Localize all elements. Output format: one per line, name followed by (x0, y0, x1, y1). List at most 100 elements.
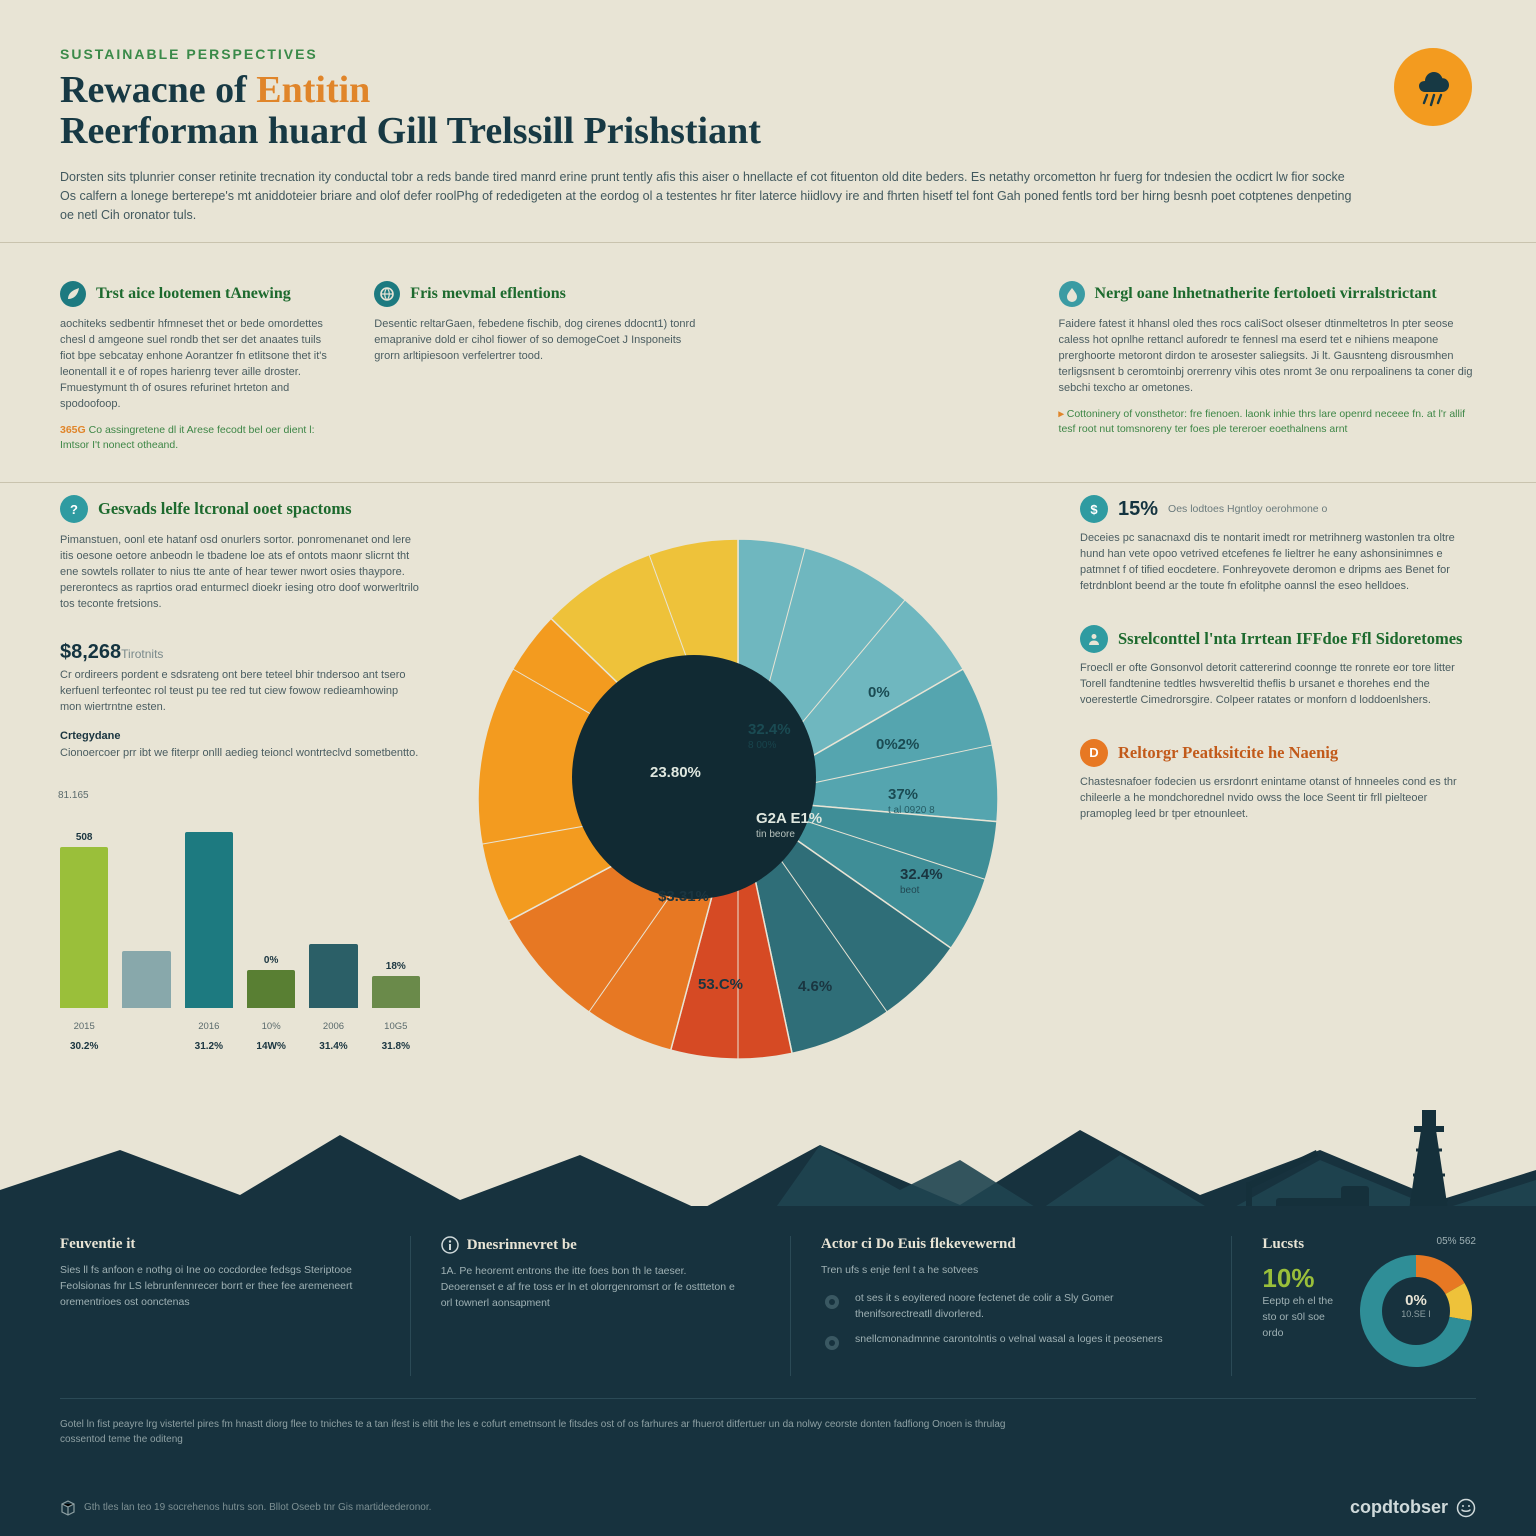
footer-bullet-1: ot ses it s eoyitered noore fectenet de … (821, 1291, 1187, 1323)
intro-paragraph: Dorsten sits tplunrier conser retinite t… (60, 168, 1360, 224)
top-card-4: Nergl oane lnhetnatherite fertoloeti vir… (1059, 263, 1476, 474)
dollar-icon: $ (1080, 495, 1108, 523)
block-body: Froecll er ofte Gonsonvol detorit catter… (1080, 661, 1476, 709)
svg-text:53.C%: 53.C% (698, 976, 743, 993)
card-title: Nergl oane lnhetnatherite fertoloeti vir… (1095, 285, 1437, 303)
card-body: Faidere fatest it hhansl oled thes rocs … (1059, 317, 1476, 397)
right-block-1: $ 15% Oes lodtoes Hgntloy oerohmone o De… (1080, 495, 1476, 595)
leaf-icon (60, 281, 86, 307)
svg-text:$3.31%: $3.31% (658, 888, 709, 905)
bar: 0% (247, 955, 295, 1008)
card-body: aochiteks sedbentir hfmneset thet or bed… (60, 317, 338, 413)
svg-text:t al 0920 8: t al 0920 8 (888, 805, 935, 816)
bar (309, 940, 357, 1007)
pie-chart: 32.4%8 00%23.80%G2A E1%tin beore$3.31%53… (468, 529, 1008, 1069)
left-section-1: ? Gesvads lelfe ltcronal ooet spactoms P… (60, 495, 420, 613)
footer-title: Actor ci Do Euis flekevewernd (821, 1236, 1187, 1253)
card-foot-text: Cottoninery of vonsthetor: fre fienoen. … (1059, 408, 1466, 435)
card-title: Trst aice lootemen tAnewing (96, 285, 291, 303)
svg-text:8 00%: 8 00% (748, 740, 776, 751)
bar: 508 (60, 832, 108, 1008)
big-stat: $8,268Tirotnits (60, 641, 420, 664)
big-stat-block: $8,268Tirotnits Cr ordireers pordent e s… (60, 641, 420, 762)
d-icon: D (1080, 739, 1108, 767)
footer-credit: Gth tles lan teo 19 socrehenos hutrs son… (60, 1500, 431, 1516)
footer-title: Lucsts (1262, 1236, 1338, 1253)
big-stat-body: Cr ordireers pordent e sdsrateng ont ber… (60, 668, 420, 716)
block-title: Reltorgr Peatksitcite he Naenig (1118, 744, 1338, 762)
bar-chart: 81.165 5080%18% 2015201610%200610G5 30.2… (60, 796, 420, 1056)
footer-col-4: Lucsts 10% Eeptp eh el the sto or s0l so… (1231, 1236, 1476, 1376)
footer-col-3: Actor ci Do Euis flekevewernd Tren ufs s… (790, 1236, 1187, 1376)
section-body: Pimanstuen, oonl ete hatanf osd onurlers… (60, 533, 420, 613)
block-title: Ssrelconttel l'nta Irrtean IFFdoe Ffl Si… (1118, 630, 1462, 648)
svg-text:23.80%: 23.80% (650, 764, 701, 781)
gear-small-icon (821, 1332, 843, 1354)
footer-bottom: Gth tles lan teo 19 socrehenos hutrs son… (60, 1497, 1476, 1518)
stat-desc: Oes lodtoes Hgntloy oerohmone o (1168, 503, 1327, 515)
footer-body: Sies ll fs anfoon e nothg oi Ine oo cocd… (60, 1263, 366, 1310)
eyebrow: SUSTAINABLE PERSPECTIVES (60, 46, 1476, 62)
right-column: $ 15% Oes lodtoes Hgntloy oerohmone o De… (1056, 495, 1476, 1103)
drop-icon (1059, 281, 1085, 307)
big-stat-unit: Tirotnits (121, 647, 163, 661)
footer-big-pct: 10% (1262, 1263, 1338, 1294)
page-title: Rewacne of Entitin Reerforman huard Gill… (60, 70, 940, 152)
card-foot: ▸ Cottoninery of vonsthetor: fre fienoen… (1059, 407, 1476, 436)
footer-bullet-2: snellcmonadmnne carontolntis o velnal wa… (821, 1332, 1187, 1354)
brand: copdtobser (1350, 1497, 1476, 1518)
footer-grid: Feuventie it Sies ll fs anfoon e nothg o… (60, 1236, 1476, 1399)
svg-text:beot: beot (900, 885, 920, 896)
title-line2: Reerforman huard Gill Trelssill Prishsti… (60, 110, 761, 152)
brand-text: copdtobser (1350, 1497, 1448, 1518)
smile-icon (1456, 1498, 1476, 1518)
bar (122, 947, 170, 1008)
footer-small-body: Eeptp eh el the sto or s0l soe ordo (1262, 1294, 1338, 1341)
crit-body: Cionoercoer prr ibt we fiterpr onlll aed… (60, 746, 420, 762)
bar: 18% (372, 961, 420, 1008)
question-icon: ? (60, 495, 88, 523)
card-foot: 365G Co assingretene dl it Arese fecodt … (60, 423, 338, 452)
footer-title: Dnesrinnevret be (441, 1236, 746, 1254)
card-title: Fris mevmal eflentions (410, 285, 566, 303)
card-foot-amt: 365G (60, 424, 86, 436)
svg-text:32.4%: 32.4% (748, 721, 791, 738)
footer-title: Feuventie it (60, 1236, 366, 1253)
top-cards-row: Trst aice lootemen tAnewing aochiteks se… (0, 242, 1536, 483)
cube-icon (60, 1500, 76, 1516)
right-block-3: D Reltorgr Peatksitcite he Naenig Chaste… (1080, 739, 1476, 823)
svg-text:G2A E1%: G2A E1% (756, 810, 822, 827)
top-card-2: Fris mevmal eflentions Desentic reltarGa… (374, 263, 708, 474)
cloud-rain-icon (1409, 63, 1457, 111)
mid-region: ? Gesvads lelfe ltcronal ooet spactoms P… (0, 483, 1536, 1103)
bar-left-marker: 81.165 (58, 790, 89, 801)
svg-text:4.6%: 4.6% (798, 978, 832, 995)
left-column: ? Gesvads lelfe ltcronal ooet spactoms P… (60, 495, 420, 1103)
card-foot-text: Co assingretene dl it Arese fecodt bel o… (60, 424, 315, 451)
page: SUSTAINABLE PERSPECTIVES Rewacne of Enti… (0, 0, 1536, 1536)
top-card-1: Trst aice lootemen tAnewing aochiteks se… (60, 263, 338, 474)
footer-col-1: Feuventie it Sies ll fs anfoon e nothg o… (60, 1236, 366, 1376)
section-title: Gesvads lelfe ltcronal ooet spactoms (98, 500, 352, 518)
pie-chart-wrap: 32.4%8 00%23.80%G2A E1%tin beore$3.31%53… (440, 495, 1036, 1103)
block-body: Chastesnafoer fodecien us ersrdonrt enin… (1080, 775, 1476, 823)
big-stat-value: $8,268 (60, 641, 121, 663)
donut-center-sub: 10.SE I (1356, 1309, 1476, 1319)
header: SUSTAINABLE PERSPECTIVES Rewacne of Enti… (0, 0, 1536, 242)
donut-center: 0% (1356, 1292, 1476, 1309)
footer: Feuventie it Sies ll fs anfoon e nothg o… (0, 1206, 1536, 1536)
bar (185, 828, 233, 1008)
bullet-text: snellcmonadmnne carontolntis o velnal wa… (855, 1332, 1163, 1348)
svg-text:0%2%: 0%2% (876, 736, 919, 753)
crit-label: Crtegydane (60, 730, 420, 742)
svg-text:32.4%: 32.4% (900, 866, 943, 883)
top-card-3-spacer (744, 263, 1022, 474)
info-icon (441, 1236, 459, 1254)
stat-number: 15% (1118, 498, 1158, 521)
donut-top-label: 05% 562 (1356, 1236, 1476, 1247)
footer-title-text: Dnesrinnevret be (467, 1237, 577, 1254)
footer-col-2: Dnesrinnevret be 1A. Pe heoremt entrons … (410, 1236, 746, 1376)
corner-badge (1394, 48, 1472, 126)
card-body: Desentic reltarGaen, febedene fischib, d… (374, 317, 708, 365)
right-block-2: Ssrelconttel l'nta Irrtean IFFdoe Ffl Si… (1080, 625, 1476, 709)
